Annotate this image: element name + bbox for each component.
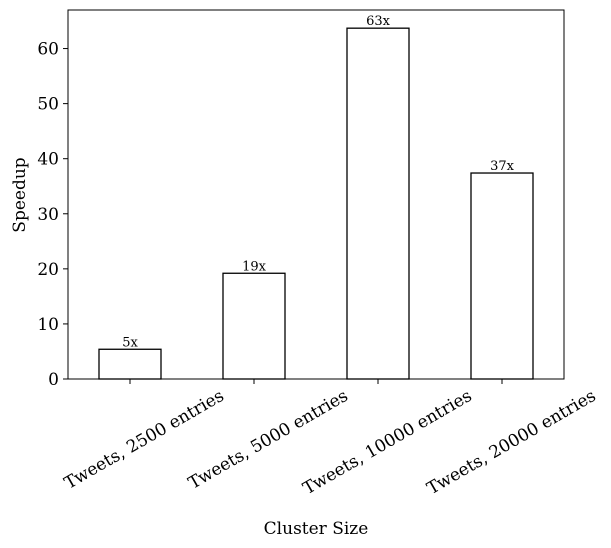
x-axis-label: Cluster Size bbox=[264, 519, 369, 539]
y-tick-label: 20 bbox=[37, 260, 59, 280]
y-tick-label: 60 bbox=[37, 40, 59, 60]
y-tick-label: 30 bbox=[37, 205, 59, 225]
bar bbox=[98, 348, 162, 380]
bar bbox=[222, 272, 286, 380]
y-tick-label: 0 bbox=[48, 370, 59, 390]
data-label: 63x bbox=[366, 14, 391, 29]
bars-layer bbox=[98, 27, 534, 380]
y-axis-label: Speedup bbox=[10, 157, 30, 232]
data-label: 19x bbox=[242, 259, 267, 274]
y-tick-label: 10 bbox=[37, 315, 59, 335]
data-label: 37x bbox=[490, 159, 515, 174]
bar bbox=[470, 172, 534, 380]
bar bbox=[346, 27, 410, 380]
y-axis: 0 10 20 30 40 50 60 bbox=[37, 40, 68, 390]
y-tick-label: 50 bbox=[37, 95, 59, 115]
data-labels-layer: 5x 19x 63x 37x bbox=[122, 14, 514, 350]
y-tick-label: 40 bbox=[37, 150, 59, 170]
plot-frame bbox=[67, 9, 565, 380]
data-label: 5x bbox=[122, 335, 138, 350]
